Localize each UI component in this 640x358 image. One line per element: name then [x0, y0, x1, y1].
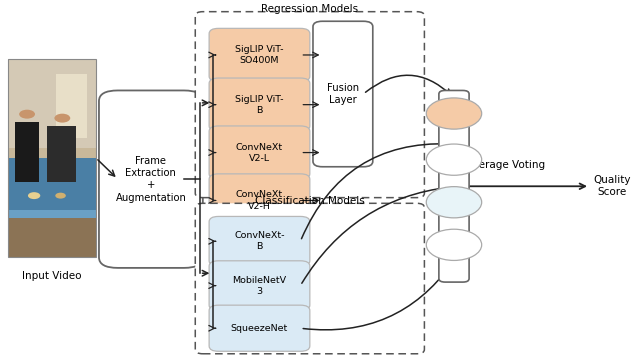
Circle shape: [19, 110, 35, 118]
FancyBboxPatch shape: [209, 174, 310, 227]
Bar: [8, 209, 96, 218]
Circle shape: [28, 192, 40, 199]
Text: Classification Models: Classification Models: [255, 196, 365, 206]
FancyBboxPatch shape: [439, 91, 469, 282]
Bar: [56, 74, 87, 138]
Text: Frame
Extraction
+
Augmentation: Frame Extraction + Augmentation: [115, 156, 186, 203]
Text: SigLIP ViT-
SO400M: SigLIP ViT- SO400M: [236, 45, 284, 65]
FancyBboxPatch shape: [209, 126, 310, 179]
Bar: [8, 158, 96, 213]
FancyBboxPatch shape: [209, 78, 310, 131]
FancyBboxPatch shape: [313, 21, 372, 167]
Circle shape: [426, 98, 482, 129]
Text: Quality
Score: Quality Score: [593, 175, 630, 197]
Bar: [47, 126, 76, 182]
Text: Fusion
Layer: Fusion Layer: [327, 83, 359, 105]
Text: ConvNeXt
V2-H: ConvNeXt V2-H: [236, 190, 283, 211]
FancyBboxPatch shape: [209, 261, 310, 310]
Circle shape: [426, 187, 482, 218]
Bar: [8, 58, 96, 257]
Text: ConvNeXt-
B: ConvNeXt- B: [234, 231, 285, 251]
Circle shape: [54, 114, 70, 122]
FancyBboxPatch shape: [209, 217, 310, 266]
Bar: [8, 188, 96, 257]
Text: Average Voting: Average Voting: [466, 160, 545, 170]
Text: ConvNeXt
V2-L: ConvNeXt V2-L: [236, 142, 283, 163]
Circle shape: [55, 193, 66, 199]
Bar: [8, 58, 96, 257]
Text: SigLIP ViT-
B: SigLIP ViT- B: [236, 95, 284, 115]
FancyBboxPatch shape: [209, 28, 310, 82]
Text: SqueezeNet: SqueezeNet: [231, 324, 288, 333]
FancyBboxPatch shape: [99, 91, 203, 268]
Bar: [8, 58, 96, 148]
FancyBboxPatch shape: [209, 305, 310, 351]
Circle shape: [426, 144, 482, 175]
Text: Regression Models: Regression Models: [261, 4, 358, 14]
Text: MobileNetV
3: MobileNetV 3: [232, 276, 287, 296]
FancyBboxPatch shape: [195, 12, 424, 198]
Circle shape: [426, 229, 482, 260]
Bar: [15, 122, 40, 182]
FancyBboxPatch shape: [195, 203, 424, 354]
Text: Input Video: Input Video: [22, 271, 81, 281]
